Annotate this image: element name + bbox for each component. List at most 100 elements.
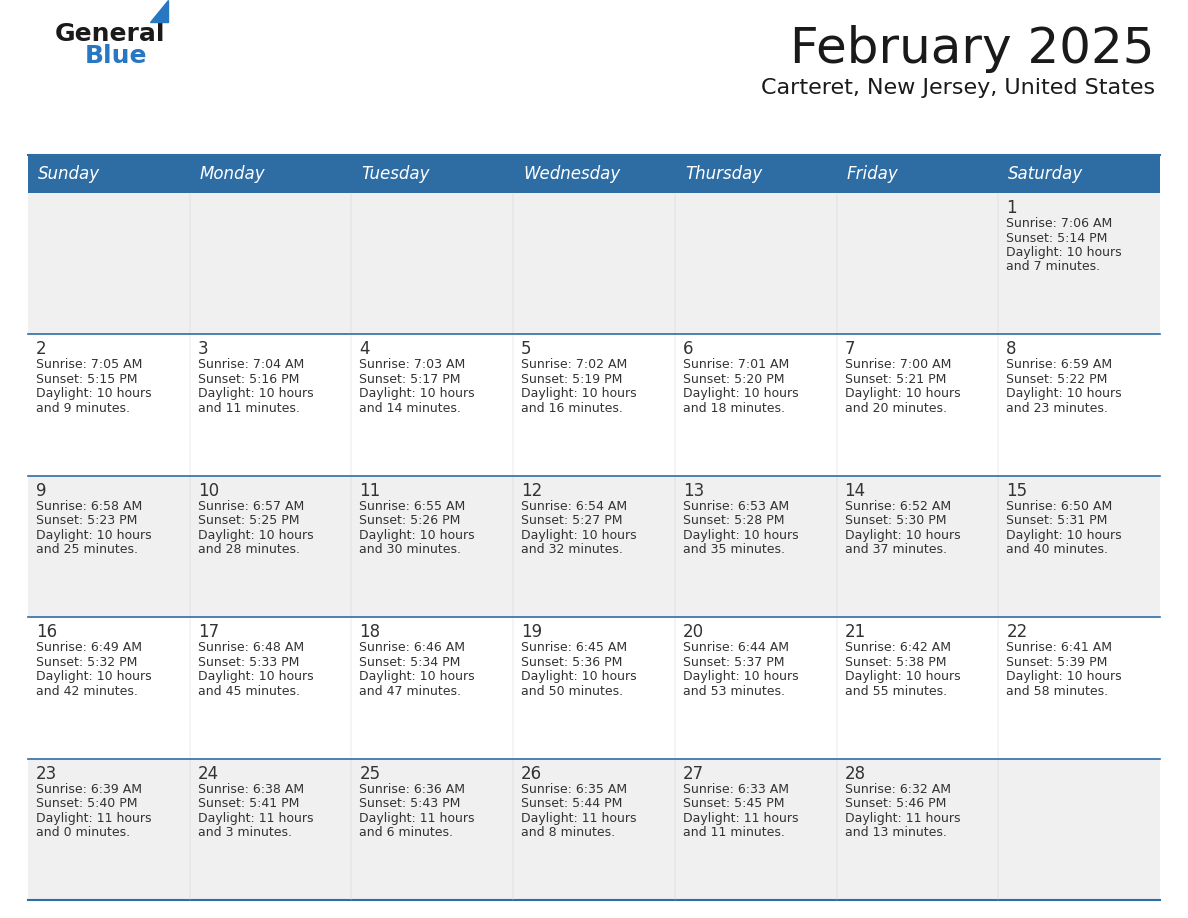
Text: Wednesday: Wednesday — [523, 165, 620, 183]
Text: and 6 minutes.: and 6 minutes. — [360, 826, 454, 839]
Text: Daylight: 10 hours: Daylight: 10 hours — [360, 529, 475, 542]
Text: Sunset: 5:36 PM: Sunset: 5:36 PM — [522, 655, 623, 668]
Text: Sunrise: 6:38 AM: Sunrise: 6:38 AM — [197, 783, 304, 796]
Text: Sunrise: 6:32 AM: Sunrise: 6:32 AM — [845, 783, 950, 796]
Text: and 28 minutes.: and 28 minutes. — [197, 543, 299, 556]
Text: 3: 3 — [197, 341, 208, 358]
Text: Sunset: 5:43 PM: Sunset: 5:43 PM — [360, 797, 461, 810]
Text: and 0 minutes.: and 0 minutes. — [36, 826, 131, 839]
Text: and 9 minutes.: and 9 minutes. — [36, 402, 129, 415]
Text: 14: 14 — [845, 482, 866, 499]
Text: 27: 27 — [683, 765, 704, 783]
Text: Sunset: 5:45 PM: Sunset: 5:45 PM — [683, 797, 784, 810]
Text: Sunset: 5:28 PM: Sunset: 5:28 PM — [683, 514, 784, 527]
Text: Sunrise: 6:49 AM: Sunrise: 6:49 AM — [36, 641, 143, 655]
Text: Blue: Blue — [86, 44, 147, 68]
Text: Sunset: 5:22 PM: Sunset: 5:22 PM — [1006, 373, 1107, 386]
Text: Sunset: 5:38 PM: Sunset: 5:38 PM — [845, 655, 946, 668]
Bar — [29, 758, 1159, 900]
Text: Sunset: 5:14 PM: Sunset: 5:14 PM — [1006, 231, 1107, 244]
Text: 5: 5 — [522, 341, 532, 358]
Text: and 14 minutes.: and 14 minutes. — [360, 402, 461, 415]
Text: Sunrise: 6:35 AM: Sunrise: 6:35 AM — [522, 783, 627, 796]
Text: Daylight: 10 hours: Daylight: 10 hours — [197, 387, 314, 400]
Text: Sunset: 5:30 PM: Sunset: 5:30 PM — [845, 514, 946, 527]
Text: Sunset: 5:40 PM: Sunset: 5:40 PM — [36, 797, 138, 810]
Text: Daylight: 10 hours: Daylight: 10 hours — [197, 529, 314, 542]
Text: and 30 minutes.: and 30 minutes. — [360, 543, 461, 556]
Text: and 18 minutes.: and 18 minutes. — [683, 402, 785, 415]
Text: Daylight: 11 hours: Daylight: 11 hours — [36, 812, 152, 824]
Bar — [29, 155, 190, 193]
Text: 8: 8 — [1006, 341, 1017, 358]
Text: Daylight: 10 hours: Daylight: 10 hours — [683, 387, 798, 400]
Text: 15: 15 — [1006, 482, 1028, 499]
Text: 25: 25 — [360, 765, 380, 783]
Bar — [29, 334, 1159, 476]
Text: Daylight: 10 hours: Daylight: 10 hours — [360, 670, 475, 683]
Text: 11: 11 — [360, 482, 380, 499]
Text: 1: 1 — [1006, 199, 1017, 217]
Text: Daylight: 10 hours: Daylight: 10 hours — [1006, 670, 1121, 683]
Text: Sunrise: 6:39 AM: Sunrise: 6:39 AM — [36, 783, 143, 796]
Text: 16: 16 — [36, 623, 57, 641]
Bar — [29, 193, 1159, 334]
Text: Sunset: 5:33 PM: Sunset: 5:33 PM — [197, 655, 299, 668]
Text: Daylight: 10 hours: Daylight: 10 hours — [36, 529, 152, 542]
Text: and 58 minutes.: and 58 minutes. — [1006, 685, 1108, 698]
Text: 20: 20 — [683, 623, 704, 641]
Text: and 13 minutes.: and 13 minutes. — [845, 826, 947, 839]
Text: and 8 minutes.: and 8 minutes. — [522, 826, 615, 839]
Text: Daylight: 10 hours: Daylight: 10 hours — [522, 529, 637, 542]
Text: Thursday: Thursday — [684, 165, 763, 183]
Text: 12: 12 — [522, 482, 543, 499]
Text: 17: 17 — [197, 623, 219, 641]
Text: Daylight: 10 hours: Daylight: 10 hours — [36, 670, 152, 683]
Text: Sunrise: 7:01 AM: Sunrise: 7:01 AM — [683, 358, 789, 372]
Text: February 2025: February 2025 — [790, 25, 1155, 73]
Text: Daylight: 10 hours: Daylight: 10 hours — [683, 670, 798, 683]
Text: and 23 minutes.: and 23 minutes. — [1006, 402, 1108, 415]
Bar — [998, 155, 1159, 193]
Text: Daylight: 10 hours: Daylight: 10 hours — [522, 387, 637, 400]
Text: 2: 2 — [36, 341, 46, 358]
Bar — [29, 617, 1159, 758]
Bar — [513, 155, 675, 193]
Text: Friday: Friday — [847, 165, 898, 183]
Text: Sunset: 5:44 PM: Sunset: 5:44 PM — [522, 797, 623, 810]
Bar — [190, 155, 352, 193]
Text: Sunrise: 6:52 AM: Sunrise: 6:52 AM — [845, 499, 950, 513]
Text: Sunrise: 6:44 AM: Sunrise: 6:44 AM — [683, 641, 789, 655]
Text: Sunset: 5:39 PM: Sunset: 5:39 PM — [1006, 655, 1107, 668]
Text: 22: 22 — [1006, 623, 1028, 641]
Text: Sunset: 5:37 PM: Sunset: 5:37 PM — [683, 655, 784, 668]
Text: Sunrise: 6:46 AM: Sunrise: 6:46 AM — [360, 641, 466, 655]
Text: Daylight: 11 hours: Daylight: 11 hours — [845, 812, 960, 824]
Text: Daylight: 11 hours: Daylight: 11 hours — [683, 812, 798, 824]
Text: Tuesday: Tuesday — [361, 165, 430, 183]
Text: Sunrise: 7:04 AM: Sunrise: 7:04 AM — [197, 358, 304, 372]
Text: Sunrise: 6:48 AM: Sunrise: 6:48 AM — [197, 641, 304, 655]
Text: Daylight: 11 hours: Daylight: 11 hours — [360, 812, 475, 824]
Text: Sunrise: 6:50 AM: Sunrise: 6:50 AM — [1006, 499, 1112, 513]
Text: 13: 13 — [683, 482, 704, 499]
Text: Sunset: 5:31 PM: Sunset: 5:31 PM — [1006, 514, 1107, 527]
Text: Sunset: 5:32 PM: Sunset: 5:32 PM — [36, 655, 138, 668]
Text: Sunrise: 6:36 AM: Sunrise: 6:36 AM — [360, 783, 466, 796]
Text: and 25 minutes.: and 25 minutes. — [36, 543, 138, 556]
Text: 6: 6 — [683, 341, 694, 358]
Text: Sunrise: 6:58 AM: Sunrise: 6:58 AM — [36, 499, 143, 513]
Text: Daylight: 10 hours: Daylight: 10 hours — [36, 387, 152, 400]
Text: Sunrise: 6:59 AM: Sunrise: 6:59 AM — [1006, 358, 1112, 372]
Text: Daylight: 10 hours: Daylight: 10 hours — [197, 670, 314, 683]
Text: Sunrise: 6:41 AM: Sunrise: 6:41 AM — [1006, 641, 1112, 655]
Text: Daylight: 10 hours: Daylight: 10 hours — [360, 387, 475, 400]
Text: 19: 19 — [522, 623, 542, 641]
Text: Sunrise: 6:57 AM: Sunrise: 6:57 AM — [197, 499, 304, 513]
Text: and 47 minutes.: and 47 minutes. — [360, 685, 461, 698]
Text: Sunrise: 7:03 AM: Sunrise: 7:03 AM — [360, 358, 466, 372]
Text: and 42 minutes.: and 42 minutes. — [36, 685, 138, 698]
Text: Sunset: 5:27 PM: Sunset: 5:27 PM — [522, 514, 623, 527]
Text: 24: 24 — [197, 765, 219, 783]
Text: and 3 minutes.: and 3 minutes. — [197, 826, 292, 839]
